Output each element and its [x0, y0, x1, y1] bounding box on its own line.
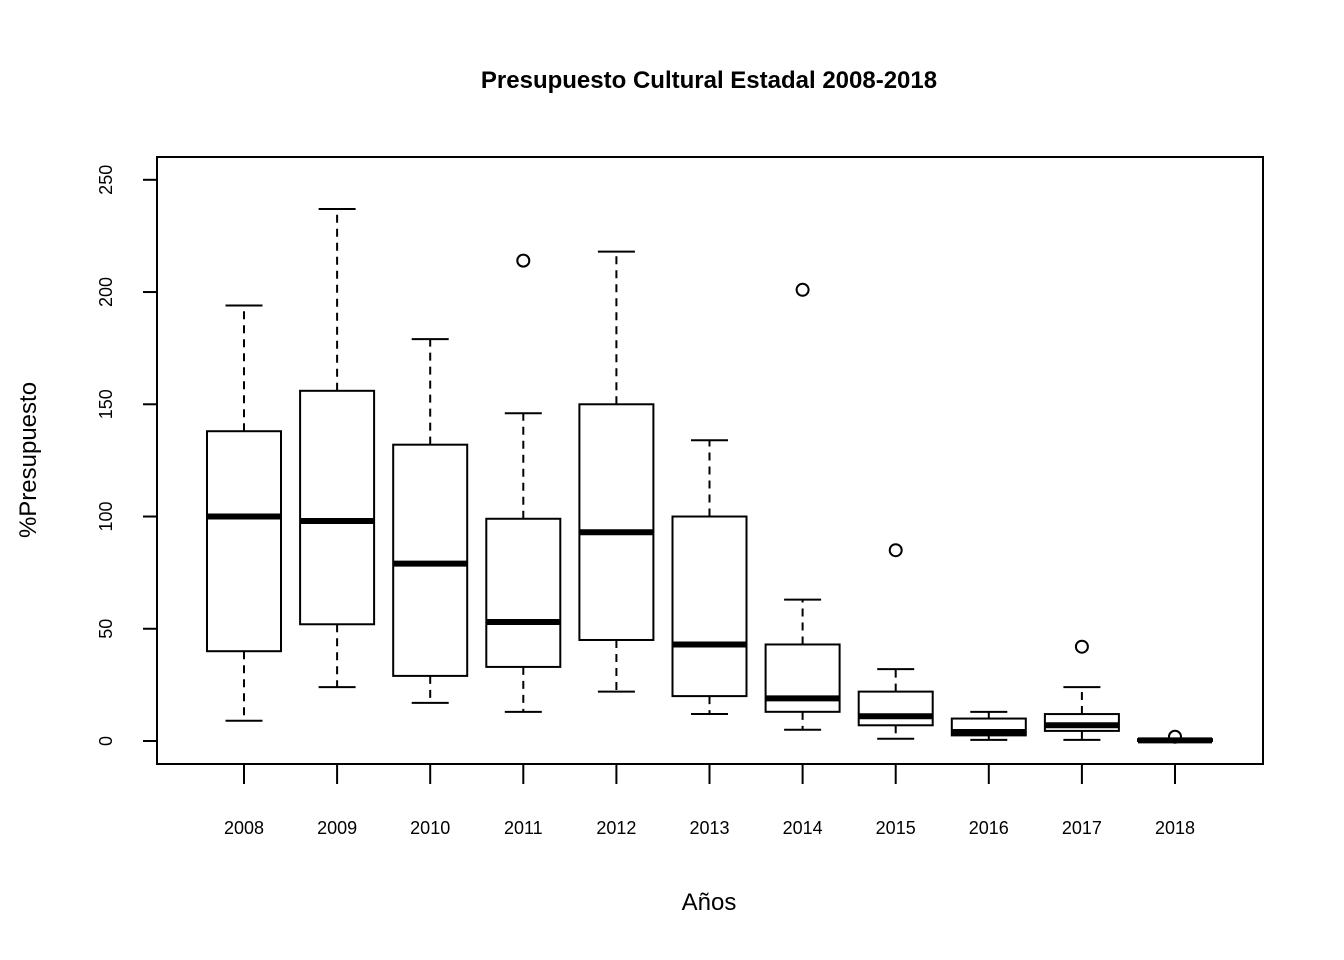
- iqr-box: [578, 403, 655, 641]
- x-tick-label: 2015: [876, 818, 916, 838]
- x-tick-label: 2013: [689, 818, 729, 838]
- box-2012: [578, 250, 655, 693]
- iqr-box: [299, 389, 376, 626]
- box-2017: [1043, 639, 1120, 741]
- iqr-box: [485, 517, 562, 668]
- x-axis-label: Años: [682, 889, 737, 916]
- outlier-point: [1168, 729, 1182, 744]
- iqr-box: [206, 430, 282, 653]
- box-2010: [392, 338, 469, 704]
- box-2008: [206, 304, 282, 722]
- y-axis: 0 50 100 150 200 250: [96, 165, 158, 746]
- chart-title: Presupuesto Cultural Estadal 2008-2018: [481, 67, 937, 94]
- iqr-box: [764, 643, 841, 713]
- box-2018: [1137, 729, 1213, 744]
- box-2016: [950, 710, 1027, 741]
- x-tick-label: 2012: [596, 818, 636, 838]
- y-axis-label: %Presupuesto: [15, 382, 42, 538]
- box-2011: [485, 253, 562, 713]
- box-2009: [299, 207, 376, 689]
- x-tick-label: 2011: [504, 818, 543, 838]
- outlier-point: [1074, 639, 1089, 654]
- box-2014: [764, 282, 841, 731]
- y-tick-label: 0: [96, 736, 116, 746]
- iqr-box: [392, 443, 469, 677]
- y-tick-label: 250: [96, 165, 116, 195]
- outlier-point: [795, 282, 810, 297]
- x-tick-label: 2018: [1155, 818, 1195, 838]
- x-tick-label: 2008: [224, 818, 264, 838]
- outlier-point: [516, 253, 531, 268]
- x-tick-label: 2014: [783, 818, 823, 838]
- y-tick-label: 50: [96, 619, 116, 639]
- x-tick-label: 2009: [317, 818, 357, 838]
- iqr-box: [671, 515, 748, 698]
- y-tick-label: 150: [96, 389, 116, 419]
- x-tick-label: 2016: [969, 818, 1009, 838]
- y-tick-label: 100: [96, 501, 116, 531]
- y-tick-label: 200: [96, 277, 116, 307]
- x-tick-label: 2017: [1062, 818, 1102, 838]
- box-2013: [671, 439, 748, 716]
- outlier-point: [888, 543, 903, 558]
- x-tick-label: 2010: [410, 818, 450, 838]
- boxes-group: [206, 207, 1213, 744]
- iqr-box: [857, 690, 934, 727]
- box-2015: [857, 543, 934, 740]
- x-axis: 2008 2009 2010 2011 2012 2013 2014 2015 2016 2017…: [224, 763, 1195, 838]
